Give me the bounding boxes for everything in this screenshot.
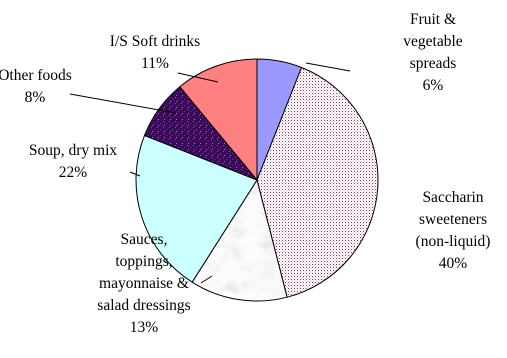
slice-percent-label: 11% xyxy=(141,55,169,72)
slice-label-line: sweeteners xyxy=(419,211,487,228)
slice-percent-label: 6% xyxy=(423,77,444,94)
slice-label-2: Saccharin sweeteners (non-liquid) 40% xyxy=(416,189,491,272)
slice-percent-label: 13% xyxy=(130,319,159,336)
slice-label-line: mayonnaise & xyxy=(99,275,189,292)
slice-label-4: Soup, dry mix 22% xyxy=(29,142,118,181)
leader-line-4 xyxy=(129,171,141,177)
slice-label-line: I/S Soft drinks xyxy=(110,33,200,50)
leader-line-6 xyxy=(177,72,219,83)
pie-slice-3 xyxy=(191,178,288,302)
slice-percent-label: 40% xyxy=(439,255,468,272)
leader-line-3 xyxy=(200,275,213,284)
slice-percent-label: 22% xyxy=(59,164,88,181)
slice-label-line: Fruit & xyxy=(410,11,456,28)
leader-line-5 xyxy=(69,93,177,114)
leader-line-1 xyxy=(305,62,351,72)
slice-label-line: Saccharin xyxy=(422,189,483,206)
slice-label-1: Fruit & vegetable spreads 6% xyxy=(403,11,463,94)
slice-label-line: Soup, dry mix xyxy=(29,142,118,159)
slice-label-line: Other foods xyxy=(0,67,72,84)
pie-slice-6 xyxy=(179,58,258,182)
slice-label-3: Sauces, toppings, mayonnaise & salad dressi… xyxy=(97,231,190,336)
slice-labels: Fruit & vegetable spreads 6% Saccharin sweete… xyxy=(0,11,490,336)
slice-label-line: vegetable xyxy=(403,33,463,50)
slice-label-line: (non-liquid) xyxy=(416,233,491,250)
slice-percent-label: 8% xyxy=(25,89,46,106)
slice-label-line: Sauces, xyxy=(121,231,168,248)
pie-slice-2 xyxy=(256,66,379,298)
leader-lines xyxy=(69,62,351,284)
pie-slices xyxy=(135,58,379,302)
slice-label-line: toppings, xyxy=(115,253,172,270)
slice-label-5: Other foods 8% xyxy=(0,67,72,106)
slice-label-line: spreads xyxy=(410,55,457,72)
slice-label-6: I/S Soft drinks 11% xyxy=(110,33,200,72)
pie-slice-4 xyxy=(135,134,258,283)
slice-label-line: salad dressings xyxy=(97,297,190,314)
